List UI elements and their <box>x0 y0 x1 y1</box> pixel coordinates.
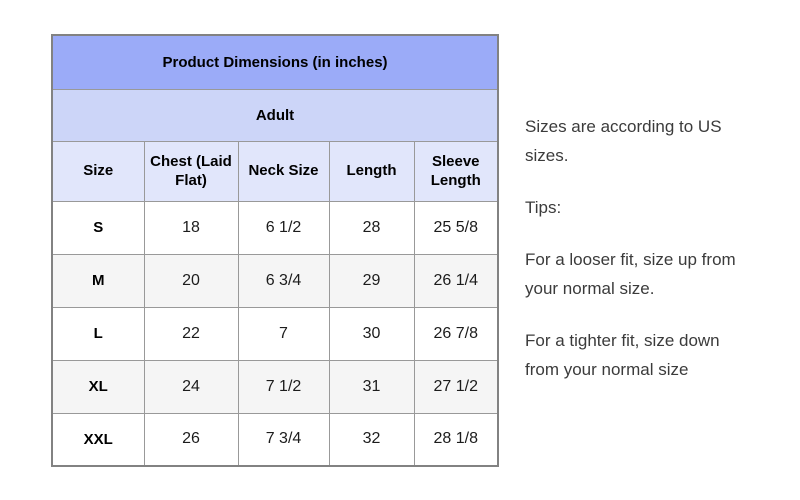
table-title: Product Dimensions (in inches) <box>51 34 499 90</box>
chest-cell: 26 <box>143 412 239 467</box>
table-row-xl: XL 24 7 1/2 31 27 1/2 <box>51 359 499 414</box>
chest-cell: 22 <box>143 306 239 361</box>
column-header-sleeve: Sleeve Length <box>413 140 499 202</box>
note-tips-heading: Tips: <box>525 193 793 222</box>
table-column-header-row: Size Chest (Laid Flat) Neck Size Length … <box>51 140 499 202</box>
neck-cell: 6 3/4 <box>237 253 330 308</box>
sleeve-cell: 28 1/8 <box>413 412 499 467</box>
chest-cell: 18 <box>143 200 239 255</box>
length-cell: 32 <box>328 412 415 467</box>
neck-cell: 6 1/2 <box>237 200 330 255</box>
sizing-notes: Sizes are according to US sizes. Tips: F… <box>525 112 793 407</box>
length-cell: 30 <box>328 306 415 361</box>
length-cell: 28 <box>328 200 415 255</box>
chest-cell: 24 <box>143 359 239 414</box>
sleeve-cell: 26 7/8 <box>413 306 499 361</box>
neck-cell: 7 <box>237 306 330 361</box>
note-tighter-fit: For a tighter fit, size down from your n… <box>525 326 793 384</box>
table-subtitle: Adult <box>51 88 499 142</box>
size-cell: XXL <box>51 412 145 467</box>
table-row-s: S 18 6 1/2 28 25 5/8 <box>51 200 499 255</box>
note-line: For a tighter fit, size down <box>525 331 720 350</box>
size-cell: M <box>51 253 145 308</box>
note-line: sizes. <box>525 146 569 165</box>
size-chart-table: Product Dimensions (in inches) Adult Siz… <box>51 34 500 467</box>
column-header-size: Size <box>51 140 145 202</box>
note-looser-fit: For a looser fit, size up from your norm… <box>525 245 793 303</box>
size-cell: L <box>51 306 145 361</box>
note-line: Tips: <box>525 198 562 217</box>
sleeve-cell: 27 1/2 <box>413 359 499 414</box>
note-line: Sizes are according to US <box>525 117 722 136</box>
table-row-l: L 22 7 30 26 7/8 <box>51 306 499 361</box>
length-cell: 31 <box>328 359 415 414</box>
sleeve-cell: 26 1/4 <box>413 253 499 308</box>
neck-cell: 7 1/2 <box>237 359 330 414</box>
sleeve-cell: 25 5/8 <box>413 200 499 255</box>
column-header-neck: Neck Size <box>237 140 330 202</box>
table-row-m: M 20 6 3/4 29 26 1/4 <box>51 253 499 308</box>
neck-cell: 7 3/4 <box>237 412 330 467</box>
note-line: from your normal size <box>525 360 689 379</box>
chest-cell: 20 <box>143 253 239 308</box>
size-cell: XL <box>51 359 145 414</box>
table-subtitle-row: Adult <box>51 88 499 142</box>
note-us-sizes: Sizes are according to US sizes. <box>525 112 793 170</box>
note-line: For a looser fit, size up from <box>525 250 736 269</box>
column-header-chest: Chest (Laid Flat) <box>143 140 239 202</box>
size-cell: S <box>51 200 145 255</box>
note-line: your normal size. <box>525 279 655 298</box>
table-row-xxl: XXL 26 7 3/4 32 28 1/8 <box>51 412 499 467</box>
table-title-row: Product Dimensions (in inches) <box>51 34 499 90</box>
length-cell: 29 <box>328 253 415 308</box>
column-header-length: Length <box>328 140 415 202</box>
